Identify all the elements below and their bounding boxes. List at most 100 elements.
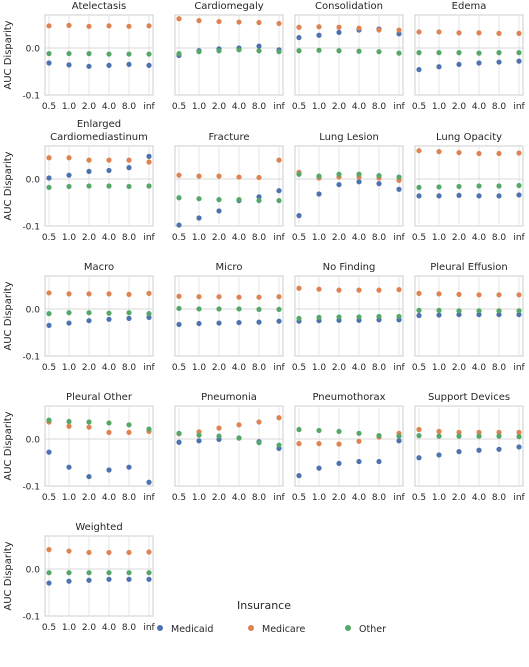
- x-tick-label: inf: [143, 493, 155, 503]
- panel-title: Pneumonia: [201, 392, 257, 403]
- data-point-other: [356, 430, 362, 436]
- data-point-other: [256, 306, 262, 313]
- panel: Lung Opacity 0.5 1.0 2.0 4.0 8.0 inf: [412, 132, 526, 243]
- x-tick-label: 1.0: [192, 493, 207, 503]
- legend-marker: [248, 625, 254, 631]
- x-tick-label: 0.5: [42, 102, 56, 112]
- data-point-other: [146, 311, 152, 317]
- data-point-medicaid: [396, 186, 402, 192]
- x-tick-label: 2.0: [82, 493, 97, 503]
- data-point-medicare: [236, 422, 242, 428]
- data-point-medicaid: [376, 181, 382, 187]
- data-point-medicaid: [296, 34, 302, 41]
- data-point-medicaid: [356, 458, 362, 465]
- data-point-medicare: [46, 547, 52, 553]
- data-point-other: [256, 48, 262, 54]
- data-point-medicaid: [296, 473, 302, 479]
- panel-title: Pleural Other: [66, 392, 133, 403]
- data-point-medicaid: [46, 60, 52, 66]
- data-point-medicare: [196, 294, 202, 300]
- legend-label: Other: [359, 624, 386, 635]
- data-point-other: [396, 313, 402, 320]
- x-tick-label: 2.0: [212, 102, 227, 112]
- data-point-medicare: [46, 155, 52, 161]
- panel-frame: [294, 275, 404, 357]
- x-tick-label: inf: [393, 493, 405, 503]
- x-tick-label: 8.0: [252, 493, 267, 503]
- y-tick-label: 0.0: [26, 44, 41, 54]
- x-tick-label: inf: [143, 363, 155, 373]
- data-point-medicare: [256, 294, 262, 300]
- data-point-other: [126, 422, 132, 428]
- x-tick-label: 2.0: [212, 363, 227, 373]
- data-point-other: [316, 47, 322, 53]
- data-point-medicaid: [516, 192, 522, 198]
- data-point-other: [356, 171, 362, 177]
- y-tick-label: 0.0: [26, 305, 41, 315]
- data-point-other: [236, 435, 242, 441]
- data-point-other: [436, 307, 442, 313]
- panel-frame: [294, 14, 404, 96]
- data-point-medicaid: [436, 193, 442, 199]
- x-tick-label: 1.0: [432, 493, 447, 503]
- data-point-other: [316, 314, 322, 321]
- x-tick-label: 8.0: [122, 102, 137, 112]
- panel-title: Atelectasis: [72, 1, 126, 12]
- x-tick-label: 8.0: [372, 102, 387, 112]
- data-point-other: [336, 314, 342, 320]
- data-point-other: [516, 308, 522, 314]
- data-point-medicare: [396, 287, 402, 293]
- panel-frame: [174, 14, 284, 96]
- data-point-other: [126, 51, 132, 57]
- x-tick-label: inf: [143, 102, 155, 112]
- x-tick-label: 1.0: [192, 102, 207, 112]
- panel-frame: [44, 535, 154, 617]
- data-point-medicare: [476, 150, 482, 157]
- data-point-other: [496, 308, 502, 314]
- panel-title: Support Devices: [428, 392, 510, 403]
- x-tick-label: 2.0: [332, 102, 347, 112]
- x-tick-label: 1.0: [432, 102, 447, 112]
- data-point-medicare: [296, 285, 302, 291]
- data-point-medicare: [516, 429, 522, 435]
- y-tick-label: -0.1: [22, 353, 40, 363]
- data-point-other: [236, 306, 242, 312]
- data-point-medicaid: [66, 320, 72, 326]
- legend-entry-other: Other: [345, 624, 386, 635]
- x-tick-label: inf: [393, 233, 405, 243]
- data-point-medicare: [496, 150, 502, 157]
- data-point-medicare: [86, 23, 92, 29]
- data-point-other: [216, 306, 222, 312]
- data-point-medicare: [276, 415, 282, 421]
- data-point-medicare: [256, 174, 262, 181]
- data-point-medicaid: [476, 311, 482, 318]
- data-point-medicare: [196, 173, 202, 179]
- data-point-medicaid: [276, 188, 282, 194]
- x-tick-label: inf: [393, 102, 405, 112]
- data-point-other: [236, 47, 242, 53]
- panel: Pleural Effusion 0.5 1.0 2.0 4.0 8.0 inf: [412, 262, 526, 373]
- data-point-medicaid: [256, 194, 262, 200]
- panel-title: Cardiomediastinum: [50, 132, 148, 143]
- data-point-medicare: [396, 27, 402, 33]
- data-point-medicaid: [176, 321, 182, 328]
- data-point-medicare: [336, 24, 342, 30]
- data-point-medicare: [276, 20, 282, 27]
- data-point-medicaid: [456, 449, 462, 455]
- data-point-medicare: [416, 148, 422, 154]
- y-axis-label: AUC Disparity: [3, 151, 14, 220]
- x-tick-label: 2.0: [452, 493, 467, 503]
- data-point-other: [356, 314, 362, 320]
- x-tick-label: 2.0: [82, 102, 97, 112]
- x-tick-label: 2.0: [332, 493, 347, 503]
- data-point-other: [376, 433, 382, 439]
- panel-frame: [44, 405, 154, 487]
- data-point-medicaid: [276, 318, 282, 324]
- x-tick-label: 8.0: [252, 233, 267, 243]
- x-tick-label: 4.0: [232, 102, 247, 112]
- panel: Lung Lesion 0.5 1.0 2.0 4.0 8.0 inf: [292, 132, 406, 243]
- data-point-other: [196, 432, 202, 438]
- x-tick-label: 1.0: [192, 363, 207, 373]
- data-point-medicare: [86, 291, 92, 297]
- data-point-medicare: [416, 29, 422, 35]
